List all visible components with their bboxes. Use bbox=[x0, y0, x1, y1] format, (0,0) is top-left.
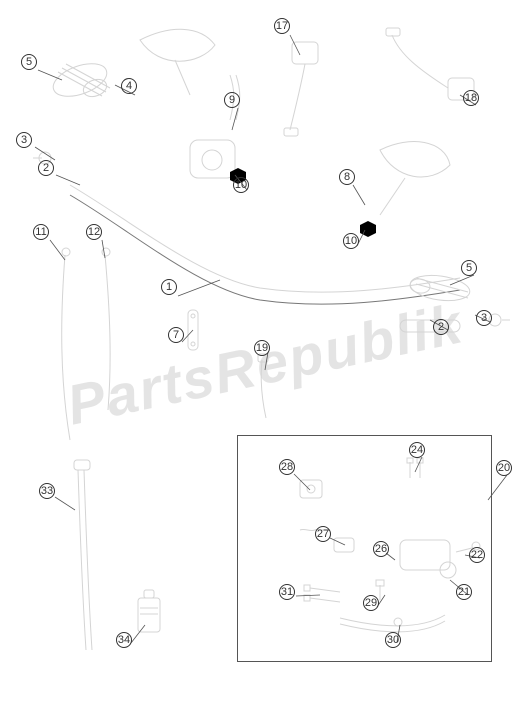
callout-10: 10 bbox=[342, 233, 359, 249]
callout-7: 7 bbox=[167, 327, 184, 343]
callout-8: 8 bbox=[338, 169, 355, 185]
callout-2: 2 bbox=[37, 160, 54, 176]
callout-27: 27 bbox=[314, 526, 331, 542]
diagram-canvas: PartsRepublik bbox=[0, 0, 529, 728]
callout-3: 3 bbox=[15, 132, 32, 148]
callout-34: 34 bbox=[115, 632, 132, 648]
callout-5: 5 bbox=[460, 260, 477, 276]
callout-2: 2 bbox=[432, 319, 449, 335]
callout-22: 22 bbox=[468, 547, 485, 563]
callout-3: 3 bbox=[475, 310, 492, 326]
callout-28: 28 bbox=[278, 459, 295, 475]
callout-12: 12 bbox=[85, 224, 102, 240]
callout-9: 9 bbox=[223, 92, 240, 108]
callout-19: 19 bbox=[253, 340, 270, 356]
callout-4: 4 bbox=[120, 78, 137, 94]
inset-frame bbox=[237, 435, 492, 662]
callout-29: 29 bbox=[362, 595, 379, 611]
callout-30: 30 bbox=[384, 632, 401, 648]
callout-26: 26 bbox=[372, 541, 389, 557]
callout-24: 24 bbox=[408, 442, 425, 458]
callout-21: 21 bbox=[455, 584, 472, 600]
callout-17: 17 bbox=[273, 18, 290, 34]
callout-33: 33 bbox=[38, 483, 55, 499]
callout-31: 31 bbox=[278, 584, 295, 600]
callout-20: 20 bbox=[495, 460, 512, 476]
callout-1: 1 bbox=[160, 279, 177, 295]
callout-18: 18 bbox=[462, 90, 479, 106]
callout-11: 11 bbox=[32, 224, 49, 240]
callout-10: 10 bbox=[232, 177, 249, 193]
callout-5: 5 bbox=[20, 54, 37, 70]
